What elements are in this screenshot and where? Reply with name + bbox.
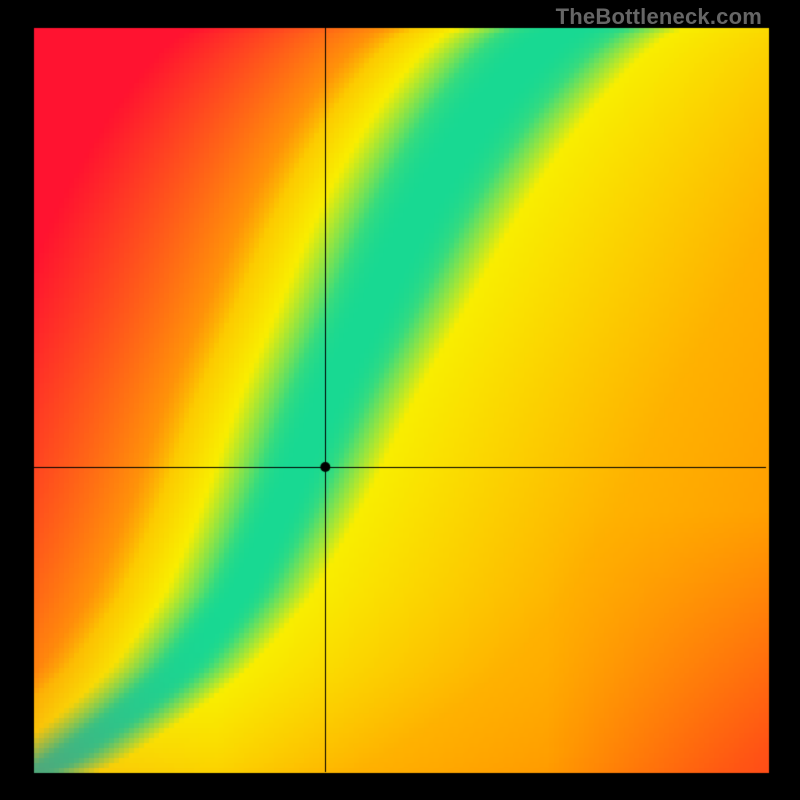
heatmap-canvas bbox=[0, 0, 800, 800]
watermark-text: TheBottleneck.com bbox=[556, 4, 762, 30]
chart-container: TheBottleneck.com bbox=[0, 0, 800, 800]
